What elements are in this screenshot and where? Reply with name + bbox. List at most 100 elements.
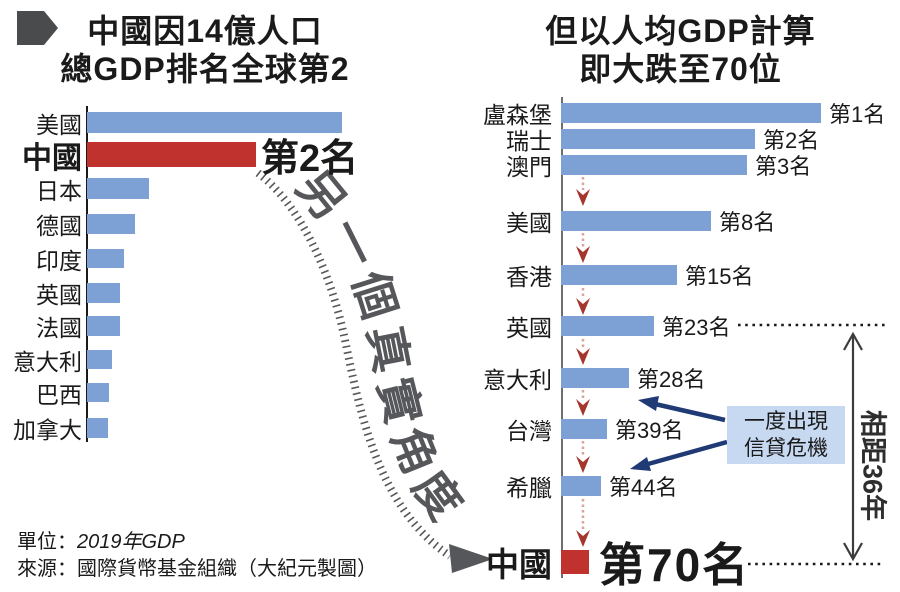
- country-label: 巴西: [36, 381, 82, 408]
- country-label: 英國: [36, 282, 82, 308]
- right-bar-row: 香港 第15名: [450, 264, 753, 290]
- bar: [561, 211, 711, 231]
- right-chart-axis: [561, 97, 563, 578]
- bar: [87, 350, 112, 369]
- left-bar-row: 英國: [0, 282, 120, 308]
- country-label: 意大利: [13, 348, 82, 375]
- bar: [561, 419, 607, 439]
- bar: [87, 383, 109, 402]
- callout-arrow-greece-icon: [630, 439, 728, 471]
- left-bar-row: 意大利: [0, 349, 112, 375]
- left-chart-title: 中國因14億人口 總GDP排名全球第2: [40, 12, 370, 88]
- rank-label: 第23名: [662, 315, 731, 340]
- right-bar-row: 意大利 第28名: [450, 367, 705, 393]
- rank-label: 第2名: [763, 128, 820, 153]
- left-title-line2: 總GDP排名全球第2: [60, 51, 350, 87]
- right-bar-row: 美國 第8名: [450, 210, 775, 236]
- callout-line1: 一度出現: [744, 410, 828, 433]
- country-label: 香港: [506, 264, 552, 290]
- unit-value: 2019年GDP: [77, 531, 185, 553]
- rank-label: 第1名: [829, 102, 886, 127]
- left-bar-row: 印度: [0, 248, 124, 274]
- right-bar-row: 英國 第23名: [450, 315, 730, 341]
- left-bar-row: 德國: [0, 213, 135, 239]
- country-label: 德國: [36, 213, 82, 239]
- country-label: 印度: [36, 247, 82, 274]
- rank-label: 第39名: [615, 418, 684, 443]
- country-label: 日本: [36, 177, 82, 204]
- callout-line2: 信貸危機: [744, 437, 828, 460]
- left-bar-row: 法國: [0, 315, 120, 341]
- country-label: 希臘: [506, 475, 552, 501]
- bar: [561, 103, 821, 123]
- right-bar-row: 瑞士 第2名: [450, 128, 819, 154]
- rank-label: 第8名: [719, 210, 776, 235]
- country-label: 法國: [36, 315, 82, 341]
- bar: [561, 155, 747, 175]
- right-bar-row: 希臘 第44名: [450, 475, 677, 501]
- rank-label: 第44名: [609, 475, 678, 500]
- source-line: 來源：國際貨幣基金組織（大紀元製圖）: [17, 558, 377, 580]
- bar-highlight: [87, 142, 256, 167]
- country-label: 台灣: [506, 418, 552, 444]
- rank-drop-arrow-icon: [576, 390, 590, 416]
- country-label: 中國: [486, 546, 552, 583]
- gap-years-label: 相距36年: [857, 409, 888, 522]
- bar: [561, 368, 629, 388]
- rank-label: 第28名: [637, 367, 706, 392]
- bar: [561, 316, 654, 336]
- bar: [87, 178, 149, 199]
- bar-highlight: [561, 550, 589, 574]
- left-bar-row: 日本: [0, 178, 149, 204]
- country-label: 中國: [22, 141, 82, 175]
- footer: 單位：2019年GDP 來源：國際貨幣基金組織（大紀元製圖）: [17, 529, 377, 583]
- right-bar-row: 澳門 第3名: [450, 154, 811, 180]
- country-label: 美國: [506, 210, 552, 236]
- bar: [87, 214, 135, 234]
- right-chart-title: 但以人均GDP計算 即大跌至70位: [518, 12, 843, 88]
- rank-drop-arrow-icon: [576, 233, 590, 263]
- rank-label: 第3名: [755, 154, 812, 179]
- left-bar-row: 美國: [0, 112, 342, 138]
- left-bar-row: 巴西: [0, 382, 109, 408]
- credit-crisis-callout: 一度出現 信貸危機: [727, 406, 845, 464]
- bar: [561, 129, 755, 149]
- bar: [87, 283, 120, 303]
- right-bar-row-china: 中國 第70名: [450, 539, 750, 591]
- bar: [87, 249, 124, 268]
- rank-drop-arrow-icon: [576, 177, 590, 206]
- country-label: 意大利: [483, 367, 552, 393]
- bar: [561, 476, 601, 496]
- rank-drop-arrow-icon: [576, 339, 590, 365]
- perspective-curve: [255, 169, 453, 560]
- left-bar-row-china: 中國 第2名: [0, 138, 358, 180]
- curve-text: 另一個真實角度: [287, 161, 477, 536]
- rank-drop-arrow-icon: [576, 499, 590, 547]
- left-bar-row: 加拿大: [0, 417, 108, 443]
- rank-label: 第70名: [599, 539, 751, 591]
- right-bar-row: 台灣 第39名: [450, 418, 683, 444]
- country-label: 美國: [36, 111, 82, 138]
- bar: [87, 112, 342, 133]
- right-title-line2: 即大跌至70位: [579, 51, 782, 87]
- unit-prefix: 單位：: [17, 531, 77, 553]
- bar: [561, 265, 677, 285]
- rank-label: 第15名: [685, 264, 754, 289]
- rank-annotation: 第2名: [261, 138, 359, 180]
- unit-line: 單位：2019年GDP: [17, 529, 377, 556]
- rank-drop-arrow-icon: [576, 441, 590, 473]
- country-label: 加拿大: [13, 417, 82, 443]
- country-label: 英國: [506, 315, 552, 341]
- right-bar-row: 盧森堡 第1名: [450, 102, 885, 128]
- left-title-line1: 中國因14億人口: [87, 13, 323, 49]
- country-label: 盧森堡: [483, 102, 552, 128]
- right-title-line1: 但以人均GDP計算: [545, 13, 816, 49]
- left-chart-axis: [86, 106, 88, 442]
- bar: [87, 316, 120, 336]
- bar: [87, 418, 108, 438]
- country-label: 瑞士: [506, 128, 552, 154]
- country-label: 澳門: [506, 154, 552, 180]
- rank-drop-arrow-icon: [576, 288, 590, 315]
